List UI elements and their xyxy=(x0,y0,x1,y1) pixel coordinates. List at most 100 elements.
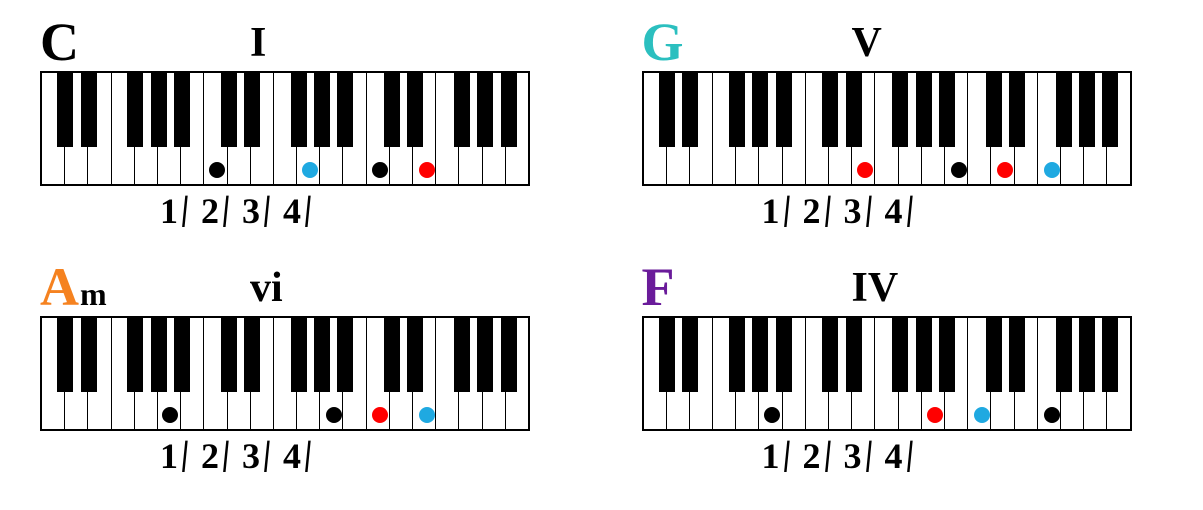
note-dot xyxy=(162,407,178,423)
black-key xyxy=(729,318,745,392)
black-key xyxy=(314,318,330,392)
black-key xyxy=(384,318,400,392)
black-key xyxy=(501,73,517,147)
black-key xyxy=(986,318,1002,392)
black-key xyxy=(939,73,955,147)
black-key xyxy=(127,73,143,147)
black-key xyxy=(729,73,745,147)
note-dot xyxy=(209,162,225,178)
black-key xyxy=(776,73,792,147)
chord-grid: CI1\ 2\ 3\ 4\GV1\ 2\ 3\ 4\Amvi1\ 2\ 3\ 4… xyxy=(0,0,1203,510)
panel-header: CI xyxy=(40,15,562,71)
note-dot xyxy=(302,162,318,178)
keyboard xyxy=(642,71,1132,186)
black-key xyxy=(454,73,470,147)
black-key xyxy=(151,318,167,392)
black-key xyxy=(1079,318,1095,392)
black-key xyxy=(939,318,955,392)
black-key xyxy=(81,73,97,147)
black-key xyxy=(337,73,353,147)
black-key xyxy=(986,73,1002,147)
black-key xyxy=(127,318,143,392)
panel-header: F IV xyxy=(642,260,1164,316)
black-key xyxy=(682,318,698,392)
black-key xyxy=(291,318,307,392)
note-dot xyxy=(372,162,388,178)
black-key xyxy=(682,73,698,147)
beat-row: 1\ 2\ 3\ 4\ xyxy=(40,435,562,477)
black-key xyxy=(454,318,470,392)
black-key xyxy=(407,318,423,392)
beat-row: 1\ 2\ 3\ 4\ xyxy=(642,190,1164,232)
note-dot xyxy=(951,162,967,178)
black-key xyxy=(892,318,908,392)
note-dot xyxy=(997,162,1013,178)
black-key xyxy=(752,318,768,392)
black-key xyxy=(1009,73,1025,147)
keyboard xyxy=(40,71,530,186)
black-key xyxy=(477,318,493,392)
black-key xyxy=(244,318,260,392)
black-key xyxy=(1056,318,1072,392)
black-key xyxy=(916,73,932,147)
black-key xyxy=(1056,73,1072,147)
black-key xyxy=(477,73,493,147)
note-dot xyxy=(1044,162,1060,178)
black-key xyxy=(221,318,237,392)
note-dot xyxy=(419,162,435,178)
black-key xyxy=(846,318,862,392)
note-dot xyxy=(372,407,388,423)
chord-panel-a-minor: Am vi 1\ 2\ 3\ 4\ xyxy=(20,255,582,500)
chord-root-label: C xyxy=(40,15,79,69)
note-dot xyxy=(927,407,943,423)
black-key xyxy=(501,318,517,392)
black-key xyxy=(1102,318,1118,392)
panel-header: Am vi xyxy=(40,260,562,316)
black-key xyxy=(822,73,838,147)
black-key xyxy=(776,318,792,392)
black-key xyxy=(407,73,423,147)
chord-suffix-label: m xyxy=(80,278,107,310)
black-key xyxy=(337,318,353,392)
note-dot xyxy=(974,407,990,423)
black-key xyxy=(221,73,237,147)
black-key xyxy=(174,318,190,392)
black-key xyxy=(151,73,167,147)
note-dot xyxy=(1044,407,1060,423)
black-key xyxy=(1102,73,1118,147)
black-key xyxy=(892,73,908,147)
roman-numeral-label: I xyxy=(250,19,266,67)
black-key xyxy=(57,318,73,392)
beat-row: 1\ 2\ 3\ 4\ xyxy=(642,435,1164,477)
roman-numeral-label: vi xyxy=(250,264,283,312)
roman-numeral-label: V xyxy=(852,19,882,67)
keyboard xyxy=(40,316,530,431)
chord-root-label: F xyxy=(642,260,675,314)
black-key xyxy=(846,73,862,147)
note-dot xyxy=(764,407,780,423)
chord-root-label: G xyxy=(642,15,684,69)
chord-panel-g-major: GV1\ 2\ 3\ 4\ xyxy=(622,10,1184,255)
black-key xyxy=(659,73,675,147)
black-key xyxy=(314,73,330,147)
black-key xyxy=(244,73,260,147)
note-dot xyxy=(419,407,435,423)
chord-panel-f-major: F IV 1\ 2\ 3\ 4\ xyxy=(622,255,1184,500)
black-key xyxy=(752,73,768,147)
black-key xyxy=(384,73,400,147)
beat-row: 1\ 2\ 3\ 4\ xyxy=(40,190,562,232)
black-key xyxy=(174,73,190,147)
black-key xyxy=(1009,318,1025,392)
black-key xyxy=(81,318,97,392)
roman-numeral-label: IV xyxy=(852,264,899,312)
black-key xyxy=(291,73,307,147)
black-key xyxy=(1079,73,1095,147)
panel-header: GV xyxy=(642,15,1164,71)
chord-panel-c-major: CI1\ 2\ 3\ 4\ xyxy=(20,10,582,255)
black-key xyxy=(822,318,838,392)
black-key xyxy=(659,318,675,392)
black-key xyxy=(57,73,73,147)
black-key xyxy=(916,318,932,392)
note-dot xyxy=(857,162,873,178)
chord-root-label: A xyxy=(40,260,79,314)
